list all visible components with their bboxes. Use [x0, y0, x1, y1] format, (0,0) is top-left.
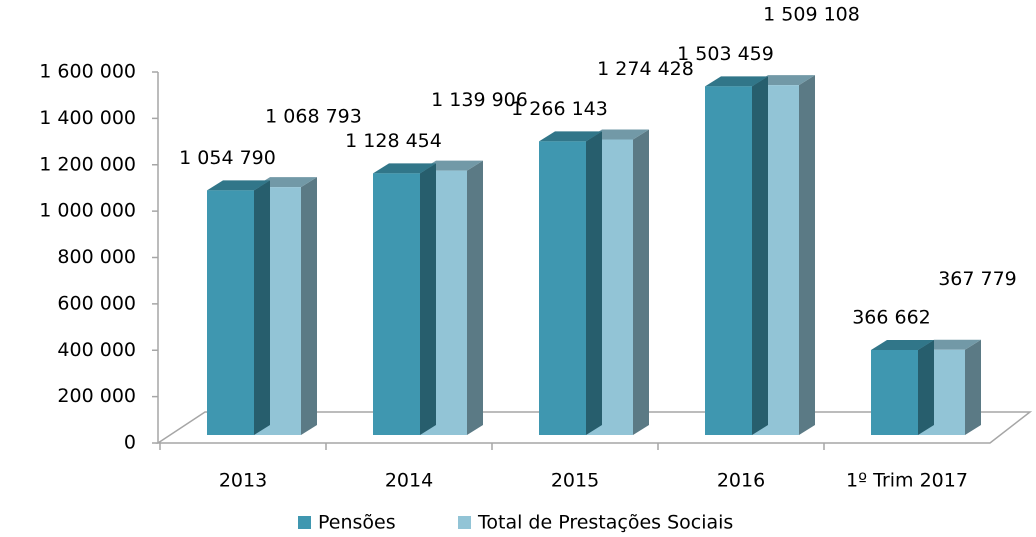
bar-face — [539, 141, 586, 435]
data-label: 367 779 — [938, 268, 1017, 290]
data-label: 1 266 143 — [511, 98, 608, 120]
bar-face — [373, 163, 436, 174]
data-label: 1 054 790 — [179, 147, 276, 169]
legend-label: Total de Prestações Sociais — [477, 512, 733, 534]
y-tick-label: 1 000 000 — [39, 200, 136, 222]
bar-face — [373, 173, 420, 435]
data-label: 1 509 108 — [763, 4, 860, 26]
bar — [539, 131, 602, 435]
bar-face — [586, 131, 602, 435]
bar-face — [207, 190, 254, 435]
bar-face — [254, 180, 270, 435]
bar-face — [301, 177, 317, 435]
bar-face — [965, 339, 981, 435]
data-label: 1 128 454 — [345, 130, 442, 152]
y-tick-label: 200 000 — [57, 385, 136, 407]
bar-face — [420, 163, 436, 435]
y-tick-label: 1 400 000 — [39, 107, 136, 129]
bar-face — [871, 339, 934, 350]
y-tick-label: 0 — [124, 432, 136, 454]
bar-face — [918, 339, 934, 435]
data-label: 1 503 459 — [677, 43, 774, 65]
x-tick-label: 1º Trim 2017 — [846, 470, 968, 492]
bar-face — [752, 76, 768, 436]
data-label: 1 274 428 — [597, 58, 694, 80]
y-tick-label: 800 000 — [57, 246, 136, 268]
y-tick-label: 600 000 — [57, 292, 136, 314]
x-tick-label: 2014 — [385, 470, 433, 492]
data-label: 1 139 906 — [431, 89, 528, 111]
bar-face — [207, 180, 270, 191]
bar-face — [705, 86, 752, 436]
y-tick-label: 1 600 000 — [39, 61, 136, 83]
bar — [705, 76, 768, 436]
legend-label: Pensões — [318, 512, 396, 534]
bar-face — [539, 131, 602, 142]
bar — [373, 163, 436, 435]
bar-face — [871, 349, 918, 435]
x-tick-label: 2013 — [219, 470, 267, 492]
y-tick-label: 1 200 000 — [39, 153, 136, 175]
bar-face — [705, 76, 768, 87]
y-tick-label: 400 000 — [57, 339, 136, 361]
bar-face — [799, 75, 815, 435]
data-label: 366 662 — [852, 306, 931, 328]
legend-swatch — [458, 516, 471, 529]
bar — [871, 339, 934, 435]
bar-face — [633, 129, 649, 435]
data-label: 1 068 793 — [265, 106, 362, 128]
legend-swatch — [298, 516, 311, 529]
x-tick-label: 2016 — [717, 470, 765, 492]
bar — [207, 180, 270, 435]
bar-face — [467, 160, 483, 435]
x-tick-label: 2015 — [551, 470, 599, 492]
